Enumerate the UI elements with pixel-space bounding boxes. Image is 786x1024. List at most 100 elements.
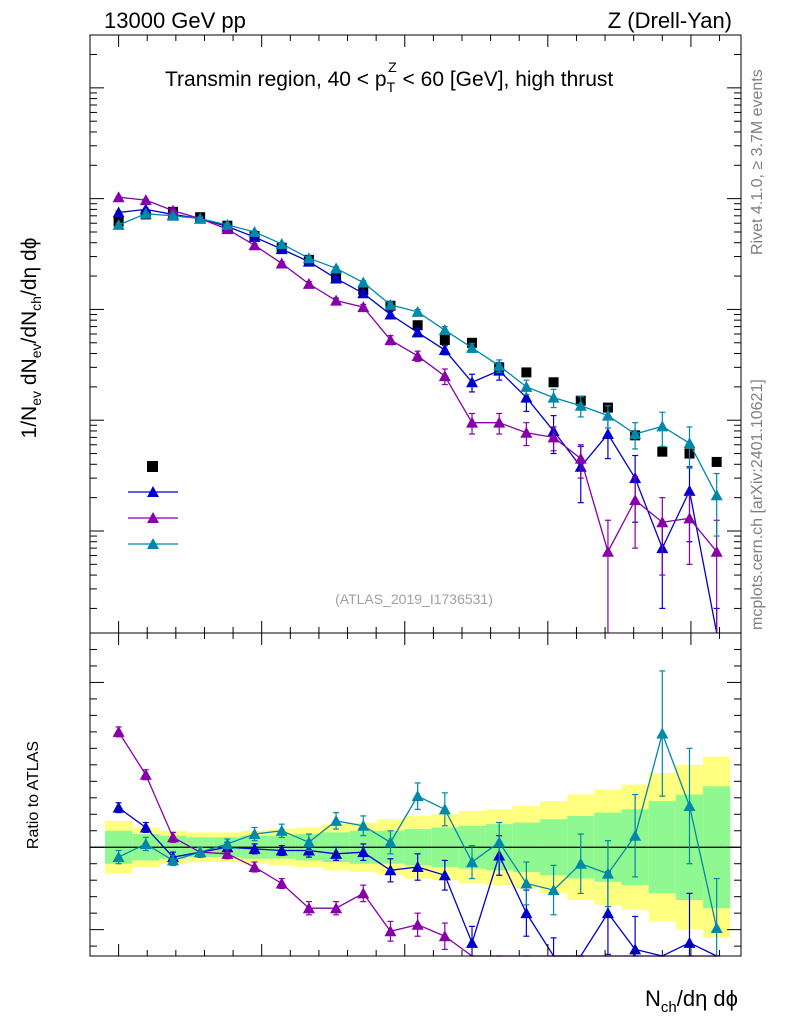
ratio-data-point xyxy=(166,831,179,843)
ylabel-part-4: /dη dϕ xyxy=(18,238,41,296)
ratio-data-point xyxy=(411,861,424,873)
ratio-data-point xyxy=(493,836,506,848)
ratio-data-point xyxy=(384,836,397,848)
ratio-data-point xyxy=(601,907,614,919)
ylabel-sub-2: ev xyxy=(28,343,44,358)
atlas-data-point xyxy=(439,334,450,345)
atlas-data-point xyxy=(657,446,668,457)
xlabel-part-1: N xyxy=(645,986,661,1011)
chart-title: Transmin region, 40 < pTZ < 60 [GeV], hi… xyxy=(165,59,613,95)
mc-data-point xyxy=(139,194,152,206)
mc-data-point xyxy=(466,341,479,353)
ratio-data-point xyxy=(112,851,125,863)
ratio-data-point xyxy=(139,768,152,780)
mc-data-point xyxy=(139,207,152,219)
mc-data-point xyxy=(275,257,288,269)
ratio-data-point xyxy=(384,925,397,937)
mc-data-point xyxy=(384,333,397,345)
mc-data-point xyxy=(330,272,343,284)
legend-marker-atlas xyxy=(147,461,158,472)
mc-data-point xyxy=(438,344,451,356)
main-axes xyxy=(89,34,741,633)
ratio-data-point xyxy=(275,877,288,889)
ratio-data-point xyxy=(710,921,723,933)
mc-data-point xyxy=(601,409,614,421)
mc-data-point xyxy=(574,399,587,411)
rivet-label: Rivet 4.1.0, ≥ 3.7M events xyxy=(749,69,766,255)
ratio-data-point xyxy=(139,837,152,849)
mc-data-point xyxy=(710,489,723,501)
header-right: Z (Drell-Yan) xyxy=(608,8,732,33)
mc-data-point xyxy=(520,426,533,438)
mc-data-point xyxy=(411,349,424,361)
ratio-data-point xyxy=(601,867,614,879)
mc-data-point xyxy=(302,252,315,264)
ratio-panel-data xyxy=(112,670,723,957)
ratio-plot-frame xyxy=(89,632,742,957)
mc-data-point xyxy=(330,262,343,274)
ratio-data-point xyxy=(248,828,261,840)
xlabel-sub: ch xyxy=(661,999,677,1016)
mc-data-point xyxy=(438,370,451,382)
ratio-data-point xyxy=(683,800,696,812)
ylabel-part-2: dN xyxy=(18,358,41,391)
main-y-label: 1/Nev dNev/dNch/dη dϕ xyxy=(18,238,44,439)
legend xyxy=(128,461,178,549)
ratio-data-point xyxy=(275,844,288,856)
mc-data-point xyxy=(629,494,642,506)
ratio-data-point xyxy=(194,846,207,858)
ratio-data-point xyxy=(112,801,125,813)
title-sup: Z xyxy=(388,59,397,75)
mc-data-point xyxy=(357,287,370,299)
mc-data-point xyxy=(683,484,696,496)
ratio-axes xyxy=(89,632,741,956)
mc-data-point xyxy=(520,391,533,403)
ratio-y-label: Ratio to ATLAS xyxy=(25,741,42,849)
ratio-data-point xyxy=(411,918,424,930)
mc-data-point xyxy=(411,326,424,338)
mc-data-point xyxy=(275,237,288,249)
ratio-data-point xyxy=(248,842,261,854)
legend-marker xyxy=(147,538,159,549)
mc-data-point xyxy=(710,545,723,557)
mc-data-point xyxy=(248,239,261,251)
xlabel-part-2: /dη dϕ xyxy=(677,986,738,1011)
mc-data-point xyxy=(520,380,533,392)
ratio-data-point xyxy=(275,824,288,836)
mc-data-point xyxy=(466,376,479,388)
mc-data-point xyxy=(547,391,560,403)
mc-data-point xyxy=(683,512,696,524)
mc-data-point xyxy=(112,206,125,218)
ratio-data-point xyxy=(112,725,125,737)
ratio-data-point xyxy=(221,847,234,859)
title-sub: T xyxy=(387,79,396,95)
ratio-data-point xyxy=(384,864,397,876)
ratio-data-point xyxy=(438,930,451,942)
ratio-data-point xyxy=(629,943,642,955)
ylabel-part-3: /dN xyxy=(18,311,41,344)
ratio-data-point xyxy=(330,902,343,914)
atlas-data-point xyxy=(412,320,423,331)
x-axis-label: Nch/dη dϕ xyxy=(645,986,738,1016)
mc-data-point xyxy=(411,305,424,317)
ratio-data-point xyxy=(330,847,343,859)
ratio-data-point xyxy=(357,887,370,899)
mc-data-point xyxy=(330,294,343,306)
mc-data-point xyxy=(384,308,397,320)
ratio-data-point xyxy=(574,857,587,869)
mc-data-point xyxy=(112,191,125,203)
ratio-data-point xyxy=(683,936,696,948)
ratio-data-point xyxy=(357,846,370,858)
atlas-data-point xyxy=(711,456,722,467)
mc-data-point xyxy=(302,277,315,289)
ratio-data-point xyxy=(139,821,152,833)
atlas-data-point xyxy=(548,377,559,388)
atlas-data-point xyxy=(521,367,532,378)
ratio-data-point xyxy=(357,819,370,831)
ratio-data-point xyxy=(221,837,234,849)
legend-marker xyxy=(147,486,159,497)
ratio-data-point xyxy=(629,829,642,841)
ratio-data-point xyxy=(302,836,315,848)
ratio-data-point xyxy=(466,936,479,948)
